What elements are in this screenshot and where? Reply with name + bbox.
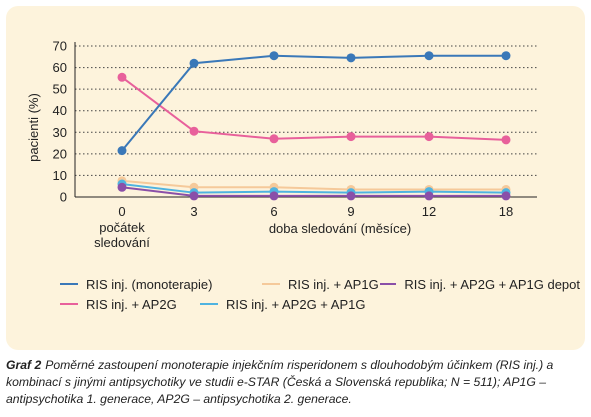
chart-panel — [6, 6, 585, 350]
y-tick-label: 20 — [53, 146, 67, 161]
series-line — [121, 183, 507, 194]
series-line — [121, 186, 506, 197]
legend-label: RIS inj. + AP1G — [288, 276, 379, 292]
data-point — [424, 191, 434, 201]
line-chart: 0 10 20 30 40 50 60 70 0 3 6 9 12 18 počáteksledování… — [26, 39, 537, 250]
series-line — [121, 76, 507, 141]
y-tick-label: 50 — [53, 82, 67, 97]
figure-caption: Graf 2 Poměrné zastoupení monoterapie inj… — [6, 357, 586, 408]
legend-item: RIS inj. + AP1G — [262, 277, 380, 292]
series-line — [121, 179, 506, 191]
legend-row: RIS inj. + AP2G RIS inj. + AP2G + AP1G — [60, 294, 580, 314]
legend-item: RIS inj. + AP2G + AP1G — [200, 297, 400, 312]
axes — [74, 42, 537, 198]
x-tick-label-note: počátek — [99, 220, 145, 235]
x-tick-label: 9 — [347, 204, 354, 219]
y-tick-label: 30 — [53, 125, 67, 140]
series-group — [117, 51, 511, 156]
data-point — [269, 191, 279, 201]
caption-title: Graf 2 — [6, 358, 42, 372]
legend-label: RIS inj. (monoterapie) — [86, 276, 213, 292]
data-point — [117, 72, 127, 82]
data-point — [501, 191, 511, 201]
data-point — [269, 134, 279, 144]
y-tick-label: 10 — [53, 168, 67, 183]
legend-row: RIS inj. (monoterapie) RIS inj. + AP1G RIS… — [60, 274, 580, 294]
series-line — [121, 54, 506, 152]
data-point — [346, 53, 356, 63]
series-group — [117, 72, 511, 145]
y-axis-title: pacienti (%) — [26, 93, 41, 162]
data-point — [346, 132, 356, 142]
y-tick-label: 60 — [53, 60, 67, 75]
x-tick-label: 3 — [190, 204, 197, 219]
y-tick-labels: 0 10 20 30 40 50 60 70 — [53, 39, 67, 205]
data-point — [501, 135, 511, 145]
x-tick-label-note: sledování — [94, 235, 150, 250]
legend: RIS inj. (monoterapie) RIS inj. + AP1G RIS… — [60, 274, 580, 314]
data-point — [189, 126, 199, 136]
legend-item: RIS inj. + AP2G + AP1G depot — [380, 277, 580, 292]
y-tick-label: 70 — [53, 39, 67, 54]
x-tick-label: 0 — [118, 204, 125, 219]
data-point — [269, 51, 279, 61]
data-point — [501, 51, 511, 61]
data-point — [117, 182, 127, 192]
series-lines — [117, 51, 511, 201]
legend-swatch — [200, 303, 218, 305]
data-point — [424, 132, 434, 142]
legend-swatch — [60, 283, 78, 285]
legend-label: RIS inj. + AP2G + AP1G — [226, 296, 366, 312]
legend-swatch — [262, 283, 280, 285]
x-tick-label: 6 — [270, 204, 277, 219]
legend-label: RIS inj. + AP2G — [86, 296, 177, 312]
data-point — [189, 58, 199, 68]
data-point — [189, 191, 199, 201]
data-point — [346, 191, 356, 201]
y-tick-label: 0 — [60, 190, 67, 205]
legend-swatch — [60, 303, 78, 305]
series-group — [117, 182, 511, 201]
legend-item: RIS inj. (monoterapie) — [60, 277, 262, 292]
legend-label: RIS inj. + AP2G + AP1G depot — [404, 276, 580, 292]
data-point — [424, 51, 434, 61]
legend-item: RIS inj. + AP2G — [60, 297, 200, 312]
x-tick-label: 12 — [422, 204, 436, 219]
x-axis-title: doba sledování (měsíce) — [269, 221, 411, 236]
y-tick-label: 40 — [53, 103, 67, 118]
legend-swatch — [380, 283, 397, 285]
caption-text: Poměrné zastoupení monoterapie injekčním… — [6, 358, 554, 406]
data-point — [117, 146, 127, 156]
x-tick-label: 18 — [499, 204, 513, 219]
grid-lines — [75, 45, 537, 176]
